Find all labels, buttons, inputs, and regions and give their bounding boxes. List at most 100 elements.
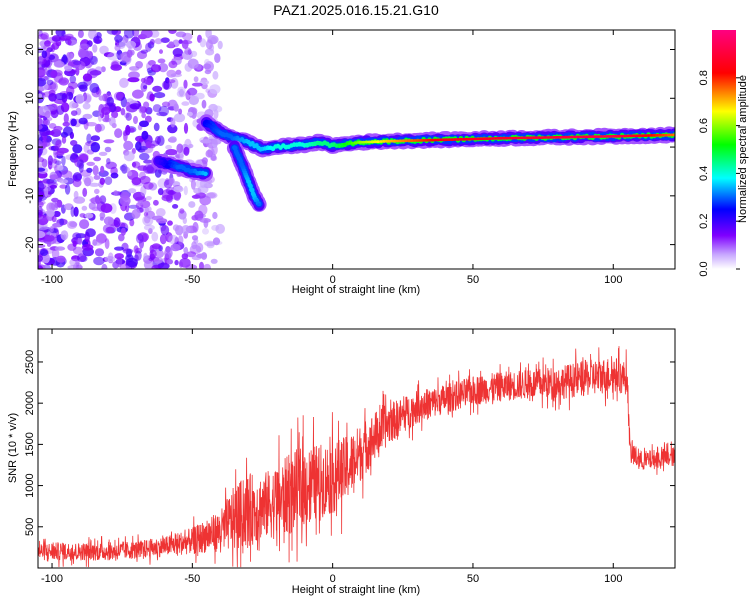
heatmap-noise-cell (173, 190, 181, 201)
heatmap-noise-cell (89, 70, 102, 76)
heatmap-noise-cell (38, 230, 46, 239)
heatmap-track-core (244, 175, 249, 178)
heatmap-noise-cell (86, 161, 95, 166)
heatmap-noise-cell (139, 120, 149, 128)
heatmap-noise-cell (75, 93, 85, 105)
heatmap-noise-cell (141, 112, 146, 119)
heatmap-noise-cell (94, 248, 105, 257)
heatmap-noise-cell (48, 123, 57, 129)
heatmap-noise-cell (175, 31, 187, 38)
heatmap-noise-cell (133, 245, 139, 254)
heatmap-track-core (241, 168, 247, 172)
heatmap-noise-cell (149, 38, 155, 45)
heatmap-noise-cell (77, 30, 84, 38)
heatmap-noise-cell (177, 235, 184, 246)
heatmap-noise-cell (188, 143, 194, 149)
heatmap-noise-cell (81, 244, 94, 251)
heatmap-noise-cell (151, 231, 159, 242)
snr-x-axis-label: Height of straight line (km) (292, 584, 420, 596)
y-tick-label: 1000 (24, 473, 36, 497)
heatmap-noise-cell (120, 227, 126, 236)
heatmap-noise-cell (40, 32, 50, 40)
heatmap-noise-cell (200, 139, 212, 144)
heatmap-noise-cell (99, 45, 109, 55)
heatmap-noise-cell (212, 237, 221, 246)
heatmap-noise-cell (179, 258, 191, 268)
heatmap-noise-cell (107, 52, 119, 61)
heatmap-noise-cell (83, 143, 90, 153)
snr-panel: -100 -50 0 50 100 500 1000 1500 2000 2500 Height… (7, 328, 676, 596)
heatmap-noise-cell (52, 158, 58, 164)
heatmap-noise-cell (55, 139, 62, 148)
x-tick-label: -100 (41, 573, 63, 585)
heatmap-noise-cell (188, 201, 196, 208)
heatmap-noise-cell (133, 115, 138, 125)
heatmap-noise-cell (166, 79, 176, 84)
heatmap-noise-cell (129, 127, 135, 133)
heatmap-noise-cell (63, 126, 73, 136)
heatmap-noise-cell (90, 196, 103, 205)
heatmap-noise-cell (153, 257, 163, 264)
snr-y-axis-label: SNR (10 * v/v) (7, 413, 19, 483)
heatmap-noise-cell (72, 178, 82, 188)
heatmap-noise-cell (152, 104, 162, 113)
heatmap-noise-cell (135, 233, 144, 244)
heatmap-noise-cell (140, 77, 146, 83)
heatmap-noise-cell (147, 60, 156, 66)
heatmap-noise-cell (214, 53, 221, 63)
heatmap-noise-cell (104, 176, 113, 185)
heatmap-noise-cell (59, 218, 65, 226)
heatmap-noise-cell (177, 86, 186, 95)
heatmap-noise-cell (121, 166, 130, 174)
heatmap-noise-cell (106, 158, 111, 165)
heatmap-noise-cell (100, 165, 105, 174)
heatmap-noise-cell (125, 112, 132, 121)
heatmap-track-core (250, 189, 255, 193)
heatmap-noise-cell (85, 228, 96, 238)
heatmap-noise-cell (53, 125, 63, 132)
heatmap-noise-cell (129, 103, 142, 110)
heatmap-noise-cell (51, 215, 57, 223)
heatmap-noise-cell (77, 159, 85, 169)
heatmap-noise-cell (183, 79, 188, 89)
heatmap-noise-cell (183, 247, 189, 254)
heatmap-noise-cell (205, 30, 212, 39)
heatmap-noise-cell (56, 105, 65, 115)
heatmap-noise-cell (86, 133, 92, 144)
heatmap-noise-cell (105, 226, 115, 234)
heatmap-noise-cell (199, 261, 204, 269)
y-tick-label: 10 (24, 92, 36, 104)
snr-frame (37, 328, 676, 569)
heatmap-noise-cell (126, 49, 133, 58)
heatmap-noise-cell (38, 181, 45, 192)
heatmap-noise-cell (38, 140, 43, 150)
heatmap-noise-cell (49, 225, 54, 233)
heatmap-noise-cell (61, 155, 66, 166)
spectrogram-x-ticks: -100 -50 0 50 100 (41, 30, 622, 286)
heatmap-noise-cell (82, 187, 88, 197)
heatmap-noise-cell (58, 77, 70, 86)
x-tick-label: 50 (467, 274, 479, 286)
heatmap-noise-cell (79, 43, 90, 50)
heatmap-noise-cell (205, 48, 215, 56)
colorbar-tick-label: 0.6 (698, 118, 710, 133)
heatmap-noise-cell (82, 93, 92, 104)
heatmap-noise-cell (38, 55, 47, 65)
heatmap-noise-cell (41, 140, 48, 149)
heatmap-noise-cell (168, 60, 178, 69)
heatmap-noise-cell (38, 77, 47, 87)
heatmap-noise-cell (153, 199, 159, 206)
heatmap-noise-cell (53, 210, 61, 218)
heatmap-noise-cell (182, 32, 193, 41)
heatmap-noise-cell (82, 102, 91, 110)
heatmap-noise-cell (70, 206, 75, 218)
heatmap-noise-cell (82, 175, 94, 184)
colorbar-tick-label: 0.8 (698, 70, 710, 85)
heatmap-noise-cell (150, 64, 162, 73)
heatmap-noise-cell (43, 234, 55, 242)
heatmap-noise-cell (49, 174, 59, 180)
heatmap-noise-cell (212, 70, 219, 80)
heatmap-noise-cell (38, 30, 43, 37)
heatmap-noise-cell (60, 230, 69, 241)
heatmap-noise-cell (55, 160, 62, 166)
